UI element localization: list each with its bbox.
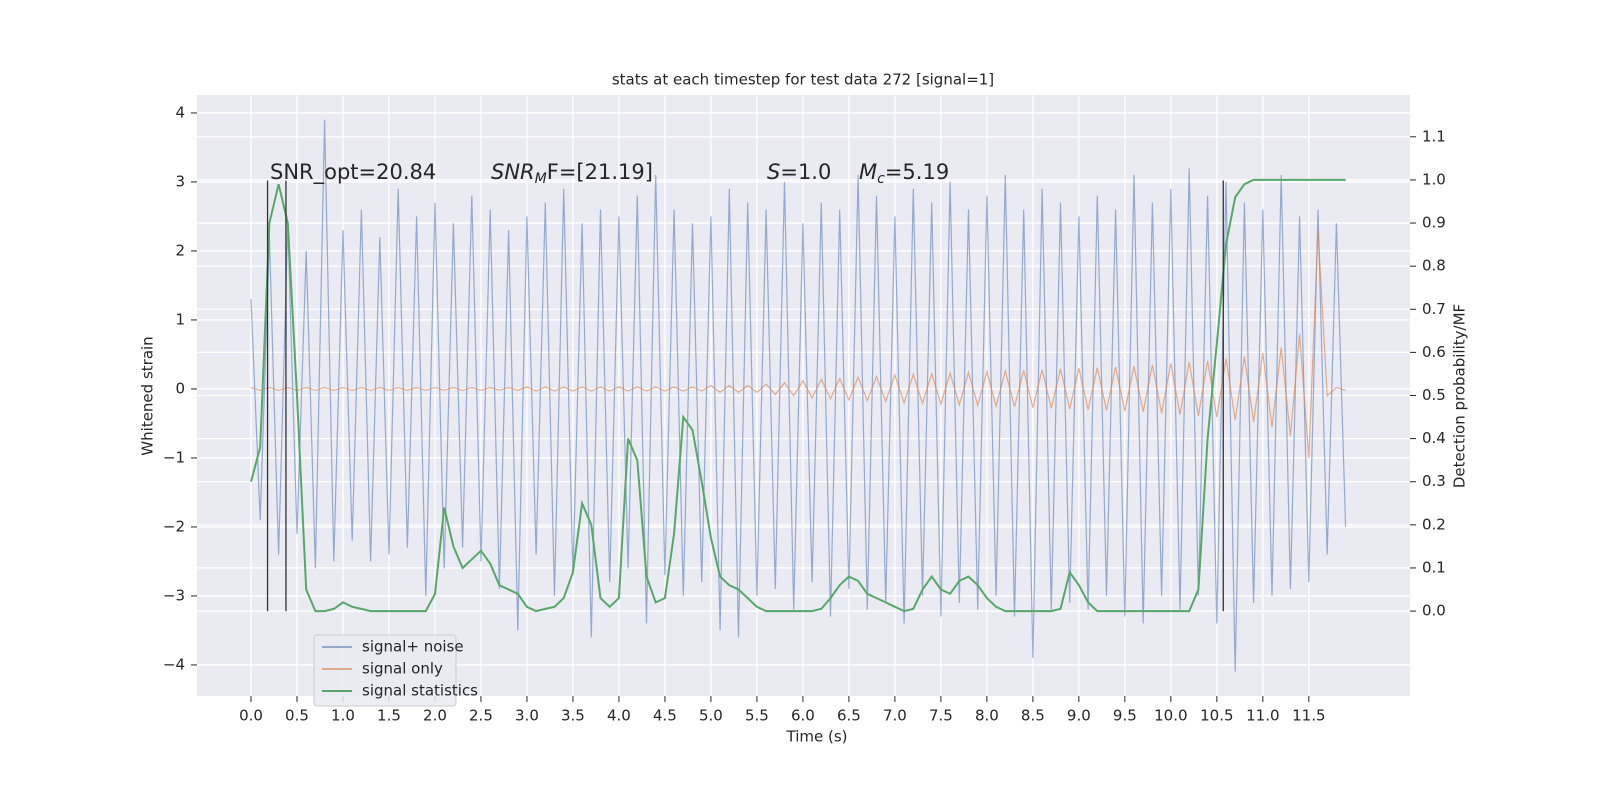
y-tick-label: 3 bbox=[175, 172, 185, 190]
x-tick-label: 3.5 bbox=[561, 707, 585, 725]
annotation-part: =5.19 bbox=[885, 160, 949, 184]
x-tick-label: 1.0 bbox=[331, 707, 355, 725]
x-tick-label: 7.5 bbox=[929, 707, 953, 725]
y-tick-label: 0 bbox=[175, 379, 185, 397]
x-tick-label: 2.5 bbox=[469, 707, 493, 725]
x-tick-label: 11.0 bbox=[1246, 707, 1279, 725]
chart-title: stats at each timestep for test data 272… bbox=[612, 71, 994, 89]
y2-tick-label: 0.0 bbox=[1422, 602, 1446, 620]
x-tick-label: 4.5 bbox=[653, 707, 677, 725]
legend-label: signal+ noise bbox=[362, 638, 464, 656]
annotation-part: SNR bbox=[491, 160, 535, 184]
x-tick-label: 8.5 bbox=[1021, 707, 1045, 725]
y-tick-label: −3 bbox=[163, 586, 185, 604]
series-line bbox=[250, 119, 1347, 672]
x-tick-label: 2.0 bbox=[423, 707, 447, 725]
x-tick-label: 6.5 bbox=[837, 707, 861, 725]
x-tick-label: 10.0 bbox=[1154, 707, 1187, 725]
x-tick-label: 4.0 bbox=[607, 707, 631, 725]
x-tick-label: 3.0 bbox=[515, 707, 539, 725]
x-tick-label: 9.0 bbox=[1067, 707, 1091, 725]
x-tick-label: 0.5 bbox=[285, 707, 309, 725]
x-tick-label: 5.0 bbox=[699, 707, 723, 725]
y2-tick-label: 0.3 bbox=[1422, 472, 1446, 490]
y2-tick-label: 0.6 bbox=[1422, 343, 1446, 361]
legend-label: signal only bbox=[362, 660, 443, 678]
x-tick-label: 7.0 bbox=[883, 707, 907, 725]
y2-tick-label: 0.4 bbox=[1422, 429, 1446, 447]
x-tick-label: 10.5 bbox=[1200, 707, 1233, 725]
y-tick-label: 2 bbox=[175, 241, 185, 259]
y-tick-label: 4 bbox=[175, 103, 185, 121]
y2-tick-label: 0.5 bbox=[1422, 386, 1446, 404]
y-tick-label: −4 bbox=[163, 655, 185, 673]
x-axis-label: Time (s) bbox=[786, 728, 848, 746]
x-tick-label: 8.0 bbox=[975, 707, 999, 725]
annotation: Mc=5.19 bbox=[859, 160, 949, 187]
y2-tick-label: 1.1 bbox=[1422, 127, 1446, 145]
annotation-part: S bbox=[767, 160, 780, 184]
legend-label: signal statistics bbox=[362, 682, 478, 700]
annotation-part: c bbox=[877, 171, 885, 187]
series-line bbox=[250, 230, 1346, 458]
x-tick-label: 1.5 bbox=[377, 707, 401, 725]
legend-box bbox=[313, 634, 457, 707]
annotation-part: F=[21.19] bbox=[547, 160, 653, 184]
y-axis-label: Whitened strain bbox=[139, 336, 157, 455]
y2-tick-label: 0.2 bbox=[1422, 515, 1446, 533]
x-tick-label: 9.5 bbox=[1113, 707, 1137, 725]
series-line bbox=[250, 178, 1346, 613]
annotation: S=1.0 bbox=[767, 160, 831, 184]
y2-tick-label: 0.8 bbox=[1422, 257, 1446, 275]
x-tick-label: 0.0 bbox=[239, 707, 263, 725]
x-tick-label: 5.5 bbox=[745, 707, 769, 725]
annotation: SNRMF=[21.19] bbox=[491, 160, 653, 187]
annotation-part: M bbox=[859, 160, 877, 184]
x-tick-label: 6.0 bbox=[791, 707, 815, 725]
y2-axis-label: Detection probability/MF bbox=[1451, 304, 1469, 488]
y-tick-label: 1 bbox=[175, 310, 185, 328]
y-tick-label: −1 bbox=[163, 448, 185, 466]
y2-tick-label: 1.0 bbox=[1422, 170, 1446, 188]
y2-tick-label: 0.1 bbox=[1422, 558, 1446, 576]
y2-tick-label: 0.7 bbox=[1422, 300, 1446, 318]
annotation-part: SNR_opt=20.84 bbox=[270, 160, 436, 185]
annotation: SNR_opt=20.84 bbox=[270, 160, 436, 185]
annotation-part: =1.0 bbox=[780, 160, 831, 184]
y-tick-label: −2 bbox=[163, 517, 185, 535]
x-tick-label: 11.5 bbox=[1292, 707, 1325, 725]
annotation-part: M bbox=[535, 171, 547, 187]
y2-tick-label: 0.9 bbox=[1422, 214, 1446, 232]
